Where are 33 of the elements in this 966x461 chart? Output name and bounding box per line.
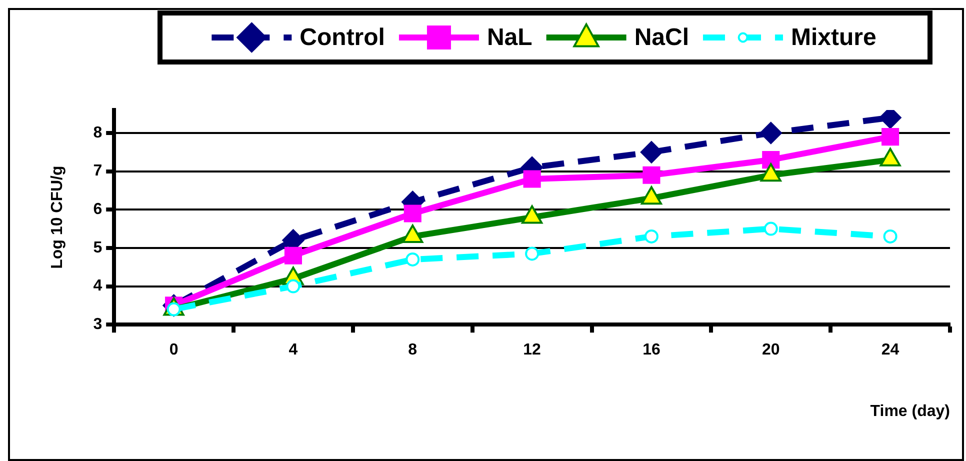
- x-tick-label: 4: [288, 342, 298, 359]
- point: [406, 252, 420, 266]
- legend-label: Mixture: [790, 24, 876, 52]
- legend-label: NaL: [486, 24, 532, 52]
- x-tick-label: 16: [642, 342, 660, 359]
- y-axis-title: Log 10 CFU/g: [49, 166, 66, 269]
- y-tick-label: 5: [93, 239, 102, 256]
- point: [284, 246, 302, 264]
- point: [882, 128, 900, 146]
- y-tick-label: 8: [93, 124, 102, 142]
- y-tick-label: 7: [93, 162, 102, 180]
- x-tick-label: 20: [762, 342, 780, 359]
- point: [764, 222, 778, 236]
- x-tick-label: 12: [523, 342, 542, 359]
- point: [760, 122, 782, 144]
- y-tick-label: 4: [93, 278, 102, 295]
- point: [404, 204, 422, 222]
- point: [286, 279, 300, 294]
- y-tick-label: 3: [93, 316, 102, 334]
- x-tick-label: 8: [408, 342, 418, 359]
- point: [644, 229, 658, 244]
- legend-label: NaCl: [634, 24, 689, 52]
- point: [883, 229, 898, 244]
- x-tick-label: 24: [881, 342, 900, 359]
- point: [640, 141, 662, 164]
- point: [523, 170, 541, 188]
- y-tick-label: 6: [93, 201, 102, 218]
- x-tick-label: 0: [169, 342, 178, 359]
- point: [642, 166, 660, 184]
- legend-label: Control: [300, 24, 385, 52]
- point: [762, 151, 780, 169]
- point: [525, 246, 540, 261]
- x-axis-title: Time (day): [870, 402, 950, 420]
